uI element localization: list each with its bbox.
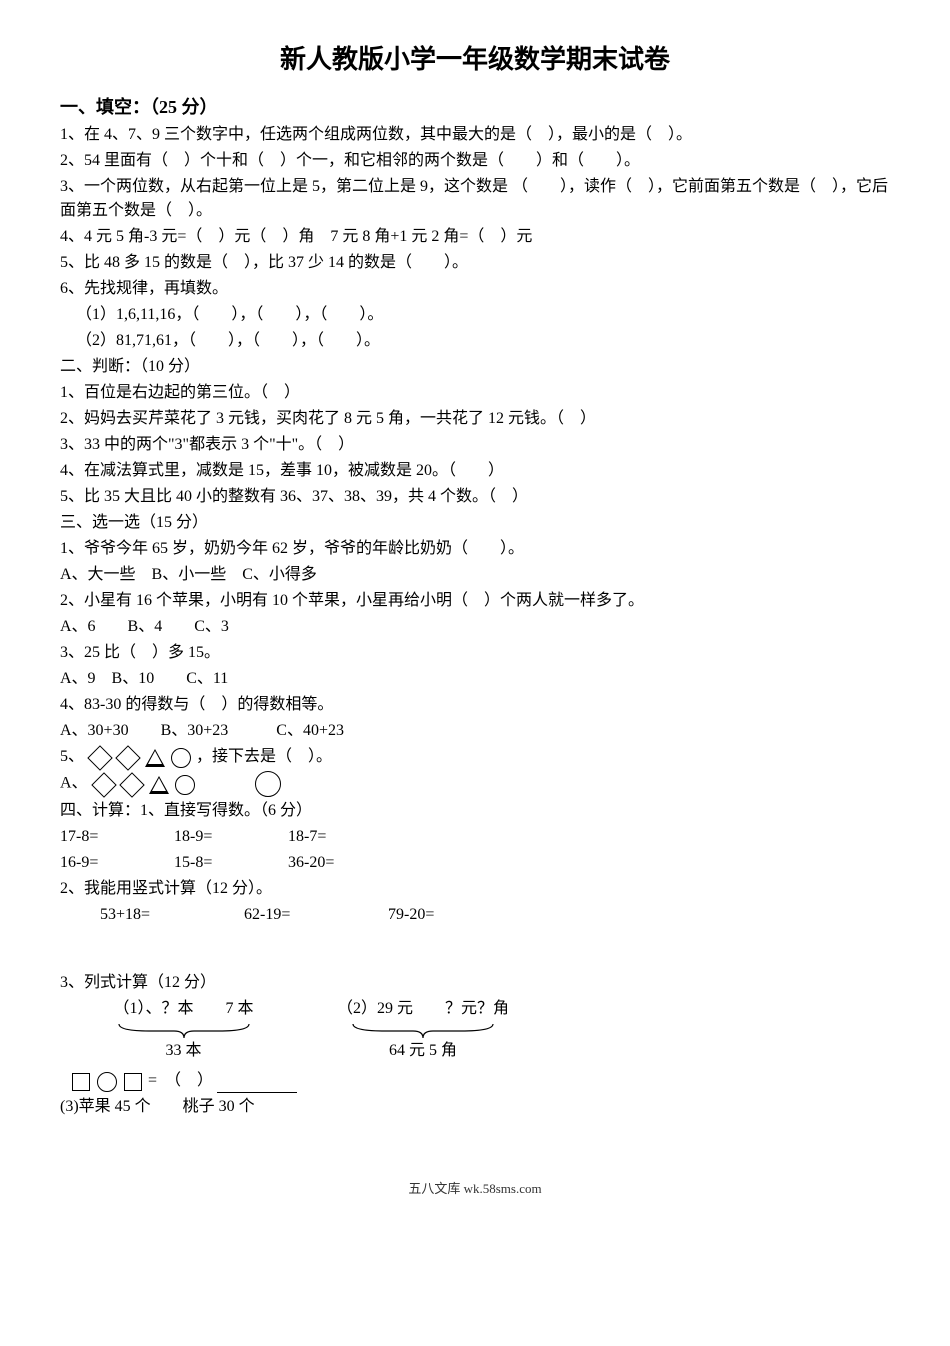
s2-q5: 5、比 35 大且比 40 小的整数有 36、37、38、39，共 4 个数。（… (60, 485, 890, 509)
diamond-icon (119, 772, 144, 797)
s3-q5: 5、 ，接下去是（ ）。 (60, 745, 890, 769)
square-icon (124, 1073, 142, 1091)
s1-q2: 2、54 里面有（ ）个十和（ ）个一，和它相邻的两个数是（ ）和（ ）。 (60, 149, 890, 173)
square-icon (72, 1073, 90, 1091)
shape-pattern-question (88, 745, 192, 769)
s4-r2c1: 16-9= (60, 851, 170, 875)
brace-down-icon (348, 1021, 498, 1039)
s3-q4: 4、83-30 的得数与（ ）的得数相等。 (60, 693, 890, 717)
s1-q6: 6、先找规律，再填数。 (60, 277, 890, 301)
s4-p3-q1-top: （1）、？本 7 本 (70, 997, 297, 1021)
s3-q5-suffix: ，接下去是（ ）。 (196, 748, 332, 765)
section2-heading: 二、判断：（10 分） (60, 355, 890, 379)
s1-q1: 1、在 4、7、9 三个数字中，任选两个组成两位数，其中最大的是（ ），最小的是… (60, 123, 890, 147)
s4-p3-q2-left: （2）29 元 ？元？角 (337, 997, 509, 1021)
s4-p2c2: 62-19= (244, 903, 384, 927)
circle-icon (171, 748, 191, 768)
answer-line (217, 1092, 297, 1093)
s4-p3-q2: （2）29 元 ？元？角 64 元 5 角 (337, 997, 509, 1063)
s4-row2: 16-9= 15-8= 36-20= (60, 851, 890, 875)
s4-p2-row: 53+18= 62-19= 79-20= (100, 903, 890, 927)
s1-q5: 5、比 48 多 15 的数是（ ），比 37 少 14 的数是（ ）。 (60, 251, 890, 275)
s4-r2c3: 36-20= (288, 851, 398, 875)
s2-q1: 1、百位是右边起的第三位。（ ） (60, 381, 890, 405)
diamond-icon (115, 745, 140, 770)
s2-q3: 3、33 中的两个"3"都表示 3 个"十"。（ ） (60, 433, 890, 457)
s4-p2: 2、我能用竖式计算（12 分）。 (60, 877, 890, 901)
s1-q6a: （1）1,6,11,16，（ ），（ ），（ ）。 (60, 303, 890, 327)
s4-p3-q2-bottom: 64 元 5 角 (337, 1039, 509, 1063)
s4-r1c3: 18-7= (288, 825, 398, 849)
brace-down-icon (114, 1021, 254, 1039)
s4-row1: 17-8= 18-9= 18-7= (60, 825, 890, 849)
s4-p2c1: 53+18= (100, 903, 240, 927)
s3-q1-opts: A、大一些 B、小一些 C、小得多 (60, 563, 890, 587)
s2-q4: 4、在减法算式里，减数是 15，差事 10，被减数是 20。（ ） (60, 459, 890, 483)
eq-text: = （ ） (148, 1072, 213, 1089)
s4-p3-diagrams: （1）、？本 7 本 33 本 = （ ） （2）29 元 ？元？角 64 元 … (70, 997, 890, 1093)
s3-q2: 2、小星有 16 个苹果，小明有 10 个苹果，小星再给小明（ ）个两人就一样多… (60, 589, 890, 613)
s3-q2-opts: A、6 B、4 C、3 (60, 615, 890, 639)
s4-p2c3: 79-20= (388, 903, 528, 927)
s3-q3-opts: A、9 B、10 C、11 (60, 667, 890, 691)
s1-q3: 3、一个两位数，从右起第一位上是 5，第二位上是 9，这个数是 （ ），读作（ … (60, 175, 890, 223)
circle-big-icon (255, 771, 281, 797)
footer-text: 五八文库 wk.58sms.com (60, 1179, 890, 1199)
s4-p3-q1: （1）、？本 7 本 33 本 = （ ） (70, 997, 297, 1093)
s1-q4: 4、4 元 5 角-3 元=（ ）元（ ）角 7 元 8 角+1 元 2 角=（… (60, 225, 890, 249)
s4-r2c2: 15-8= (174, 851, 284, 875)
s3-q5a-label: A、 (60, 775, 88, 792)
section3-heading: 三、选一选（15 分） (60, 511, 890, 535)
s3-q1: 1、爷爷今年 65 岁，奶奶今年 62 岁，爷爷的年龄比奶奶（ ）。 (60, 537, 890, 561)
circle-icon (97, 1072, 117, 1092)
s4-p3: 3、列式计算（12 分） (60, 971, 890, 995)
s4-r1c2: 18-9= (174, 825, 284, 849)
triangle-icon (145, 749, 165, 767)
s3-q4-opts: A、30+30 B、30+23 C、40+23 (60, 719, 890, 743)
s4-p3-q1-bottom: 33 本 (70, 1039, 297, 1063)
section4-heading: 四、计算：1、直接写得数。（6 分） (60, 799, 890, 823)
shape-pattern-option-a (92, 772, 196, 796)
triangle-icon (149, 776, 169, 794)
equation-line: = （ ） (70, 1069, 297, 1093)
s4-r1c1: 17-8= (60, 825, 170, 849)
s3-q5-opts: A、 (60, 771, 890, 797)
s1-q6b: （2）81,71,61，（ ），（ ），（ ）。 (60, 329, 890, 353)
diamond-icon (87, 745, 112, 770)
circle-icon (175, 775, 195, 795)
diamond-icon (91, 772, 116, 797)
s2-q2: 2、妈妈去买芹菜花了 3 元钱，买肉花了 8 元 5 角，一共花了 12 元钱。… (60, 407, 890, 431)
s3-q5-prefix: 5、 (60, 748, 84, 765)
s3-q3: 3、25 比（ ）多 15。 (60, 641, 890, 665)
s4-p3-q3: (3)苹果 45 个 桃子 30 个 (60, 1095, 890, 1119)
exam-title: 新人教版小学一年级数学期末试卷 (60, 40, 890, 79)
section1-heading: 一、填空：（25 分） (60, 94, 890, 121)
